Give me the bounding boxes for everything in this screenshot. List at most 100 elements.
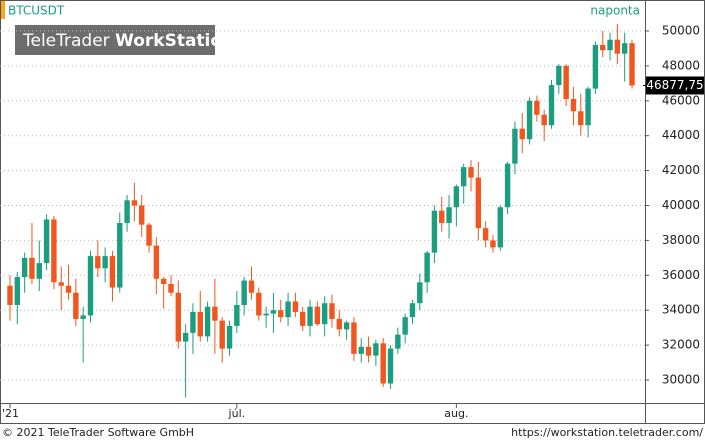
candle-body — [453, 186, 460, 208]
candle-body — [395, 334, 401, 349]
candle-body — [563, 65, 569, 100]
footer-right: https://workstation.teletrader.com/ — [511, 426, 703, 439]
candle-body — [43, 219, 50, 264]
candle-body — [336, 318, 342, 330]
y-tick-label: 46000 — [662, 93, 700, 107]
candle-body — [29, 257, 35, 279]
candle-body — [131, 200, 138, 206]
candle-body — [204, 306, 211, 337]
candle-body — [475, 177, 482, 229]
y-tick-label: 40000 — [662, 198, 700, 212]
candle-body — [600, 44, 606, 51]
candle-body — [446, 207, 452, 223]
y-tick-label: 44000 — [662, 128, 700, 142]
candle-body — [534, 100, 540, 115]
candle-body — [329, 303, 335, 319]
candle-body — [160, 278, 167, 285]
candle-body — [592, 44, 599, 89]
candle-body — [87, 256, 94, 316]
candle-body — [431, 210, 438, 253]
candle-body — [248, 280, 255, 293]
candle-body — [124, 200, 130, 223]
candle-body — [212, 306, 218, 321]
candle-body — [117, 222, 123, 288]
last-price-label: 46877,75 — [646, 78, 703, 92]
y-tick-label: 50000 — [662, 23, 700, 37]
candle-body — [51, 219, 57, 283]
watermark-product: WorkStation — [115, 31, 234, 51]
last-price-box — [646, 76, 704, 95]
ticker: BTCUSDT — [8, 4, 65, 18]
candle-body — [168, 284, 174, 293]
y-tick-label: 38000 — [662, 233, 700, 247]
candle-body — [468, 167, 474, 178]
y-tick-label: 32000 — [662, 338, 700, 352]
candle-body — [585, 88, 591, 126]
candle-body — [417, 282, 423, 304]
candle-body — [402, 317, 408, 335]
candle-body — [614, 39, 621, 54]
candle-body — [153, 245, 160, 279]
candle-body — [7, 285, 13, 305]
watermark-text: TeleTrader WorkStation — [22, 31, 234, 51]
candle-body — [292, 301, 299, 312]
candle-body — [219, 320, 225, 349]
candle-body — [460, 167, 467, 187]
candle-body — [65, 285, 72, 293]
candle-body — [439, 210, 445, 223]
candle-body — [380, 343, 386, 384]
candle-body — [285, 301, 291, 318]
candle-body — [497, 207, 503, 248]
candle-body — [139, 205, 145, 225]
interval: naponta — [590, 4, 640, 18]
candle-body — [109, 256, 116, 288]
candle-body — [504, 163, 511, 208]
candle-body — [241, 280, 247, 305]
candle-body — [526, 100, 533, 140]
x-tick-label: '21 — [2, 407, 19, 420]
y-tick-label: 30000 — [662, 373, 700, 387]
candle-body — [226, 325, 233, 349]
candle-body — [548, 85, 555, 126]
candle-body — [578, 111, 584, 126]
candle-body — [387, 348, 394, 384]
footer-left: © 2021 TeleTrader Software GmbH — [2, 426, 194, 439]
frame — [0, 0, 705, 424]
x-tick-label: aug. — [444, 407, 468, 420]
candle-body — [482, 228, 489, 241]
candle-body — [321, 303, 328, 325]
candle-body — [270, 310, 277, 314]
candle-body — [373, 343, 379, 356]
x-tick-label: júl. — [228, 407, 246, 420]
candle-body — [519, 128, 525, 140]
candle-body — [541, 114, 547, 126]
candle-body — [570, 99, 577, 112]
candle-body — [14, 277, 21, 305]
candle-body — [263, 313, 269, 316]
candle-body — [58, 282, 64, 286]
candle-body — [182, 332, 189, 342]
candle-body — [234, 304, 240, 326]
candle-body — [175, 292, 182, 342]
candle-body — [607, 39, 613, 51]
candle-body — [95, 256, 101, 269]
y-tick-label: 36000 — [662, 268, 700, 282]
candle-body — [556, 65, 562, 86]
candle-body — [314, 306, 321, 325]
candle-body — [278, 310, 284, 318]
y-tick-label: 42000 — [662, 163, 700, 177]
ticker-marker — [1, 1, 5, 19]
y-tick-label: 34000 — [662, 303, 700, 317]
y-tick-label: 48000 — [662, 58, 700, 72]
candle-body — [621, 43, 628, 54]
candle-body — [351, 322, 357, 354]
candle-body — [21, 257, 28, 278]
candle-body — [146, 224, 152, 246]
candle-body — [365, 346, 372, 356]
candle-body — [256, 292, 262, 316]
candle-body — [343, 322, 350, 330]
candle-body — [490, 240, 496, 248]
candle-body — [424, 252, 430, 283]
candle-body — [629, 43, 635, 86]
